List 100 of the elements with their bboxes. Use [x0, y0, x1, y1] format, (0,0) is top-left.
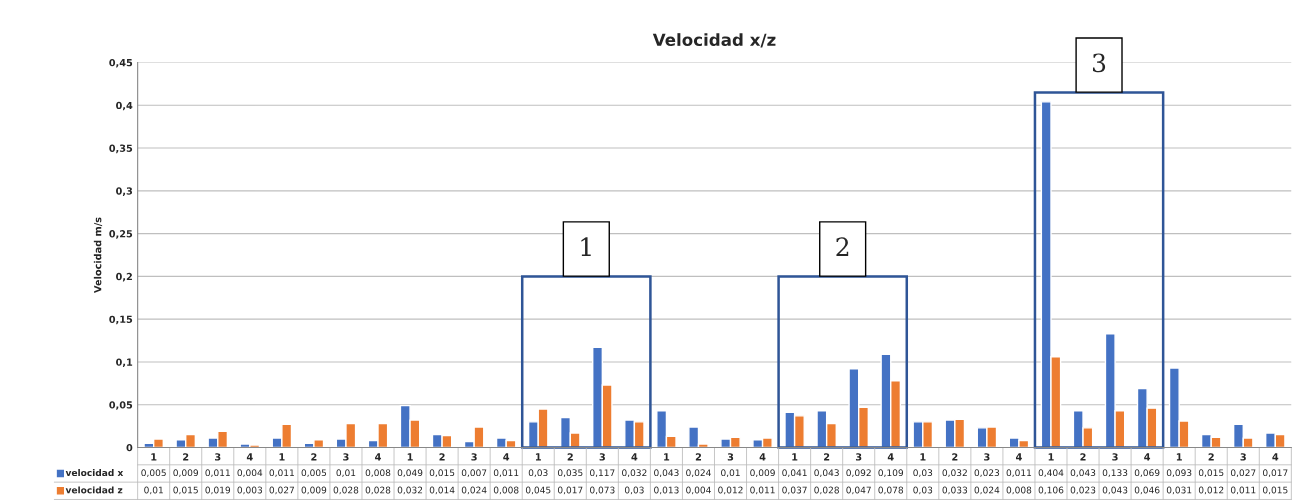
y-tick-label: 0,15	[109, 315, 133, 325]
data-label: 0,008	[365, 469, 391, 478]
data-label: 0,049	[397, 469, 423, 478]
data-label: 0,015	[429, 469, 455, 478]
data-label: 0,106	[1038, 486, 1064, 495]
data-label: 0,012	[1198, 486, 1224, 495]
data-label: 0,01	[721, 469, 740, 478]
x-tick-label: 2	[1208, 453, 1214, 461]
data-label: 0,003	[237, 486, 263, 495]
data-label: 0,032	[622, 469, 647, 478]
data-label: 0,078	[878, 486, 904, 495]
data-label: 0,046	[1134, 486, 1160, 495]
data-label: 0,073	[590, 486, 615, 495]
x-tick-label: 1	[535, 453, 541, 461]
x-tick-label: 1	[1176, 453, 1182, 461]
x-tick-label: 4	[631, 453, 638, 461]
data-label: 0,004	[237, 469, 263, 478]
data-label: 0,011	[1006, 469, 1032, 478]
x-tick-label: 1	[151, 453, 157, 461]
data-label: 0,069	[1134, 469, 1160, 478]
x-tick-label: 4	[759, 453, 766, 461]
data-label: 0,004	[686, 486, 711, 495]
data-label: 0,015	[1198, 469, 1224, 478]
data-label: 0,009	[750, 469, 775, 478]
data-label: 0,043	[1102, 486, 1128, 495]
data-label: 0,03	[913, 486, 933, 495]
data-label: 0,035	[557, 469, 583, 478]
data-label: 0,009	[301, 486, 327, 495]
x-tick-label: 3	[727, 453, 734, 461]
y-tick-label: 0,4	[116, 101, 133, 111]
data-label: 0,024	[461, 486, 487, 495]
chart-title: Velocidad x/z	[652, 33, 776, 48]
data-label: 0,017	[557, 486, 583, 495]
y-tick-label: 0,1	[116, 358, 133, 368]
annotation: 3	[1093, 53, 1106, 73]
data-label: 0,011	[493, 469, 519, 478]
data-label: 0,027	[1230, 469, 1256, 478]
data-label: 0,019	[205, 486, 231, 495]
x-tick-label: 2	[1080, 453, 1086, 461]
data-label: 0,017	[1262, 469, 1288, 478]
data-label: 0,011	[750, 486, 775, 495]
x-tick-label: 2	[952, 453, 958, 461]
data-label: 0,015	[1262, 486, 1288, 495]
x-tick-label: 3	[215, 453, 221, 461]
data-label: 0,031	[1166, 486, 1192, 495]
data-label: 0,01	[144, 486, 163, 495]
annotation: 1	[581, 237, 591, 256]
data-label: 0,03	[624, 486, 644, 495]
x-tick-label: 4	[887, 453, 894, 461]
data-label: 0,011	[269, 469, 294, 478]
legend-label: velocidad x	[65, 469, 124, 477]
data-label: 0,028	[365, 486, 391, 495]
data-label: 0,043	[814, 469, 839, 478]
x-tick-label: 1	[664, 453, 670, 461]
data-label: 0,023	[1070, 486, 1096, 495]
x-tick-label: 3	[343, 453, 349, 461]
x-tick-label: 3	[855, 453, 862, 461]
x-tick-label: 4	[1144, 453, 1151, 461]
data-label: 0,093	[1166, 469, 1192, 478]
data-label: 0,011	[1230, 486, 1256, 495]
data-label: 0,013	[654, 486, 679, 495]
data-label: 0,404	[1038, 469, 1064, 478]
data-label: 0,005	[301, 469, 327, 478]
data-label: 0,027	[269, 486, 295, 495]
data-label: 0,037	[782, 486, 807, 495]
data-label: 0,041	[782, 469, 807, 478]
data-label: 0,007	[461, 469, 487, 478]
data-label: 0,011	[205, 469, 230, 478]
data-label: 0,109	[878, 469, 904, 478]
x-tick-label: 4	[1015, 453, 1022, 461]
x-tick-label: 3	[599, 453, 605, 461]
x-tick-label: 2	[567, 453, 573, 461]
data-label: 0,008	[493, 486, 519, 495]
data-label: 0,117	[590, 469, 615, 478]
y-axis-title: Velocidad m/s	[93, 217, 103, 293]
annotation: 2	[836, 237, 849, 256]
x-tick-label: 2	[311, 453, 317, 461]
data-label: 0,005	[141, 469, 166, 478]
data-label: 0,047	[846, 486, 871, 495]
x-tick-label: 2	[439, 453, 445, 461]
data-label: 0,043	[654, 469, 679, 478]
data-label: 0,032	[942, 469, 967, 478]
x-tick-label: 1	[407, 453, 413, 461]
data-label: 0,024	[686, 469, 711, 478]
x-tick-label: 1	[1048, 453, 1054, 461]
data-label: 0,03	[528, 469, 548, 478]
data-label: 0,028	[814, 486, 839, 495]
x-tick-label: 2	[183, 453, 189, 461]
data-label: 0,01	[336, 469, 356, 478]
y-tick-label: 0,2	[116, 272, 132, 282]
y-tick-label: 0,25	[109, 230, 133, 239]
data-label: 0,045	[525, 486, 551, 495]
x-tick-label: 1	[792, 453, 798, 461]
x-tick-label: 3	[1112, 453, 1118, 461]
data-label: 0,009	[173, 469, 199, 478]
x-tick-label: 2	[824, 453, 830, 461]
x-tick-label: 2	[695, 453, 702, 461]
y-tick-label: 0,05	[109, 401, 133, 410]
data-label: 0,033	[942, 486, 968, 495]
x-tick-label: 3	[471, 453, 477, 461]
